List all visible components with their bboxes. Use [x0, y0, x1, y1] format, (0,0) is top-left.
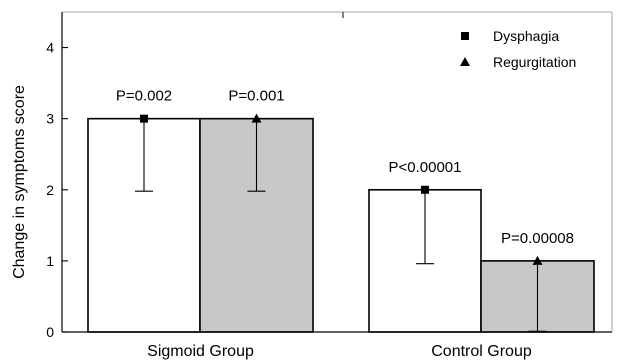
y-tick-label-2: 2: [46, 182, 54, 198]
bars-layer: [87, 117, 595, 333]
legend-marker-regurgitation: [460, 57, 470, 66]
marker-dysphagia-1: [140, 114, 148, 123]
p-label-dysphagia-2: P<0.00001: [389, 159, 462, 176]
p-value-labels-layer: P=0.002 P=0.001 P<0.00001 P=0.00008: [116, 88, 574, 247]
marker-dysphagia-2: [421, 185, 429, 194]
y-tick-label-4: 4: [46, 40, 54, 56]
axes-layer: Sigmoid Group Control Group 0 1 2 3 4: [46, 11, 613, 360]
legend: Dysphagia Regurgitation: [460, 28, 576, 70]
legend-marker-dysphagia: [461, 32, 469, 40]
p-label-regurgitation-1: P=0.001: [228, 88, 284, 105]
legend-label-dysphagia: Dysphagia: [493, 28, 559, 44]
y-tick-label-3: 3: [46, 111, 54, 127]
p-label-dysphagia-1: P=0.002: [116, 88, 172, 105]
marker-regurgitation-2: [532, 255, 543, 265]
y-tick-label-1: 1: [46, 253, 54, 269]
category-label-2: Control Group: [431, 343, 532, 360]
y-tick-label-0: 0: [46, 324, 54, 340]
y-axis-label: Change in symptoms score: [11, 85, 28, 279]
legend-label-regurgitation: Regurgitation: [493, 54, 576, 70]
error-bars-layer: [135, 118, 547, 332]
marker-regurgitation-1: [251, 113, 262, 123]
p-label-regurgitation-2: P=0.00008: [501, 230, 574, 247]
markers-layer: [140, 113, 543, 265]
category-label-1: Sigmoid Group: [147, 343, 254, 360]
